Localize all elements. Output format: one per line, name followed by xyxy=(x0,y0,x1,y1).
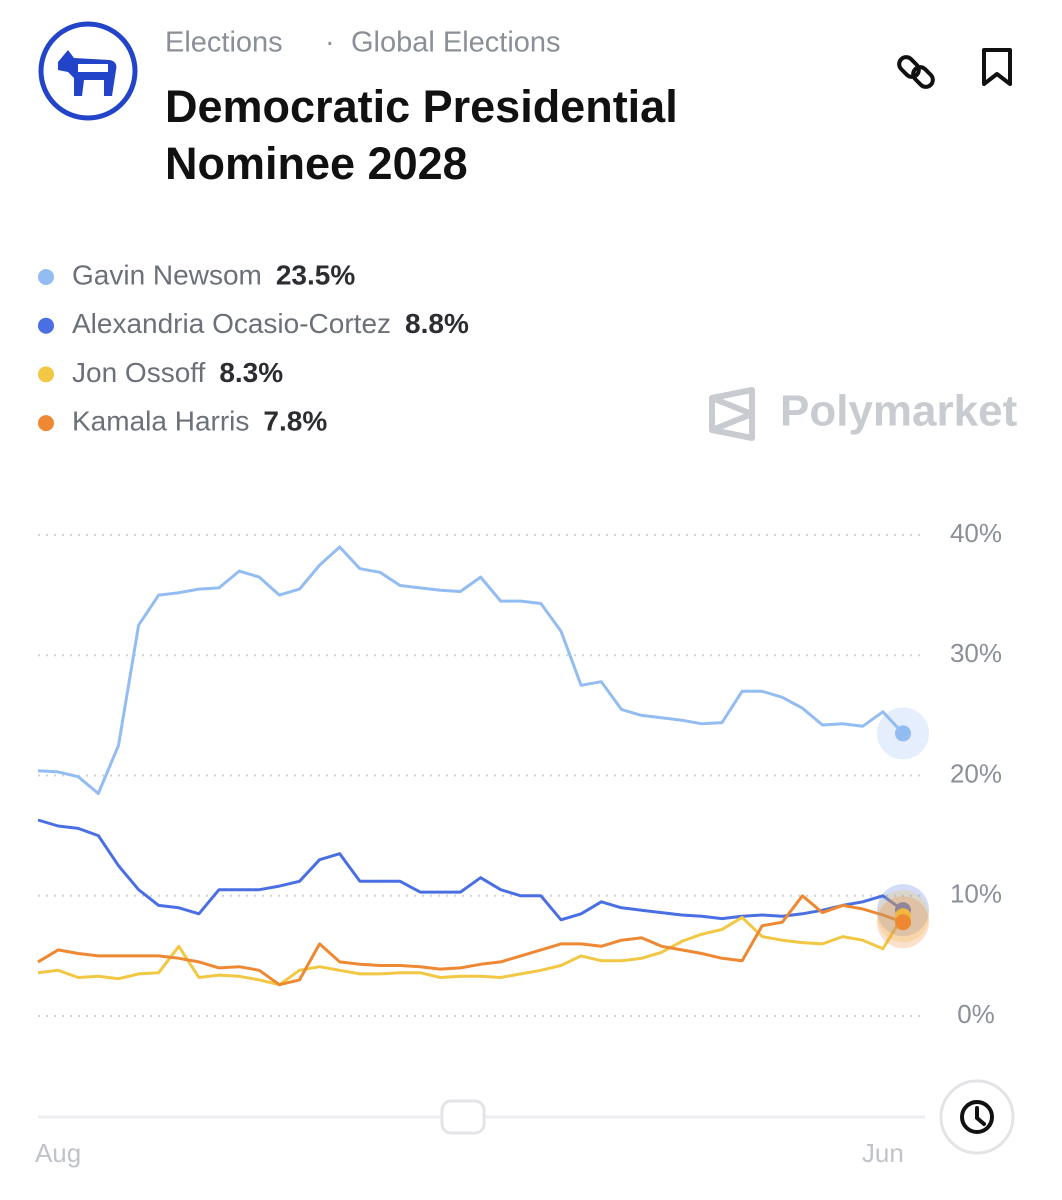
x-tick-label: Jun xyxy=(862,1138,904,1168)
range-slider-handle[interactable] xyxy=(440,1099,486,1135)
series-line xyxy=(37,894,904,987)
legend-swatch xyxy=(38,269,54,285)
legend-swatch xyxy=(38,317,54,334)
legend-value: 7.8% xyxy=(263,405,327,436)
time-range-button[interactable] xyxy=(939,1079,1015,1155)
legend-name: Gavin Newsom xyxy=(72,259,262,290)
breadcrumb-link[interactable]: Global Elections xyxy=(351,27,561,59)
y-tick-label: 10% xyxy=(950,879,1002,909)
bookmark-button[interactable] xyxy=(982,48,1012,86)
market-title: Democratic Presidential xyxy=(165,81,678,132)
y-tick-label: 30% xyxy=(950,638,1002,668)
watermark-text: Polymarket xyxy=(780,387,1018,436)
x-tick-label: Aug xyxy=(35,1138,81,1168)
legend-value: 8.3% xyxy=(219,357,283,388)
series-line xyxy=(37,545,905,795)
y-tick-label: 20% xyxy=(950,758,1002,788)
legend-name: Alexandria Ocasio-Cortez xyxy=(72,308,391,339)
legend-value: 23.5% xyxy=(276,259,355,290)
market-logo xyxy=(38,21,138,121)
legend-swatch xyxy=(38,415,54,432)
series-line xyxy=(37,818,904,922)
y-tick-label: 0% xyxy=(957,999,995,1029)
watermark: Polymarket xyxy=(709,387,1018,441)
link-button[interactable] xyxy=(896,54,935,89)
breadcrumb-separator: · xyxy=(325,27,335,59)
end-dot xyxy=(895,914,911,931)
legend-name: Kamala Harris xyxy=(72,405,249,436)
breadcrumb: Elections · Global Elections xyxy=(165,27,561,59)
legend-swatch xyxy=(38,366,54,383)
breadcrumb-link[interactable]: Elections xyxy=(165,27,283,59)
y-tick-label: 40% xyxy=(950,518,1002,548)
legend-name: Jon Ossoff xyxy=(72,357,206,388)
legend-value: 8.8% xyxy=(405,308,469,339)
end-dot xyxy=(895,725,911,742)
market-title: Nominee 2028 xyxy=(165,138,468,189)
